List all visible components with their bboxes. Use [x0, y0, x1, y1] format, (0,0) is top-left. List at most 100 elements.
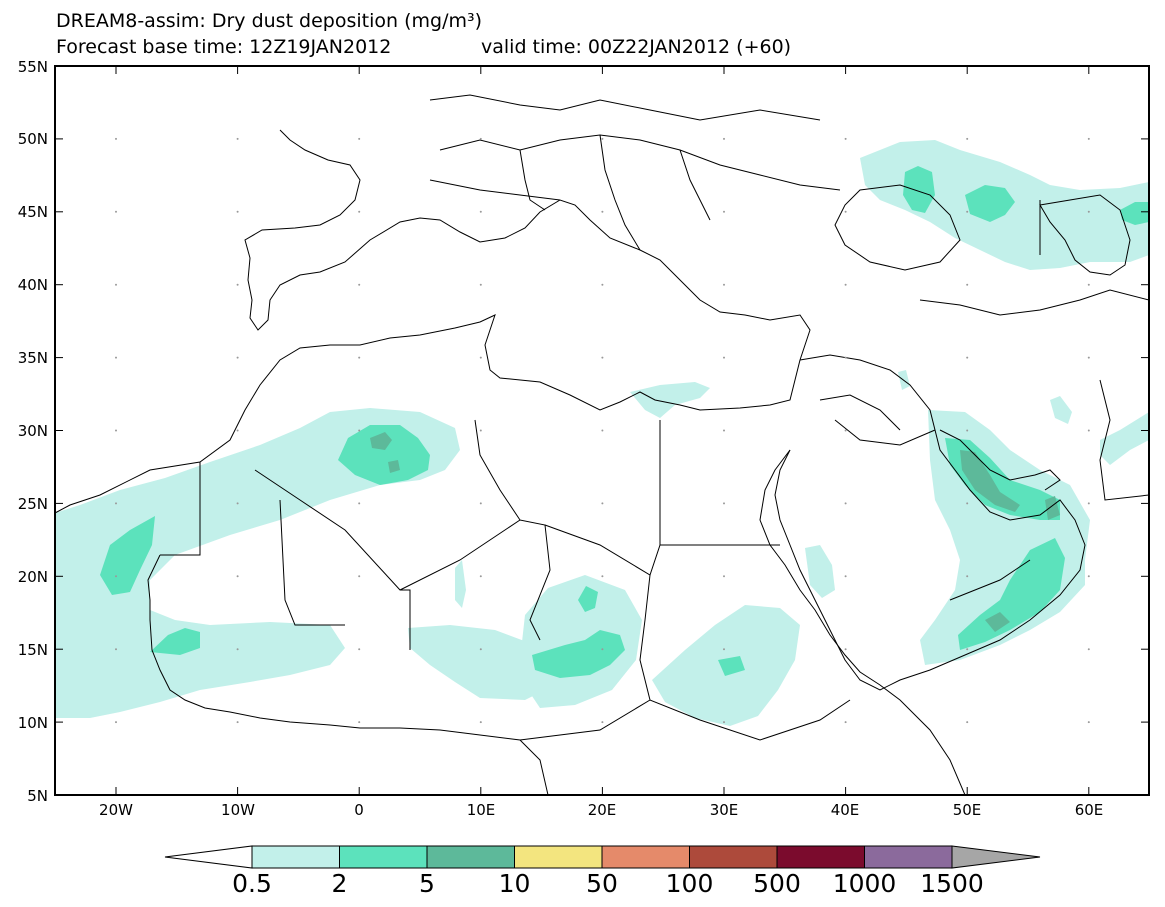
lat-label: 55N: [18, 58, 48, 76]
grid-dot: [358, 721, 361, 724]
grid-dot: [844, 721, 847, 724]
grid-dot: [479, 429, 482, 432]
grid-dot: [236, 721, 239, 724]
grid-dot: [358, 356, 361, 359]
grid-dot: [723, 137, 725, 140]
map-title: DREAM8-assim: Dry dust deposition (mg/m³…: [56, 10, 483, 32]
lon-label: 30E: [710, 801, 739, 819]
lat-label: 10N: [18, 714, 48, 732]
grid-dot: [601, 502, 604, 505]
deposition-level-5: [370, 432, 1060, 632]
colorbar-label: 10: [499, 869, 531, 898]
lat-label: 35N: [18, 349, 48, 367]
colorbar-label: 0.5: [232, 869, 272, 898]
grid-dot: [723, 356, 725, 359]
grid-dot: [844, 648, 847, 651]
colorbar-swatch: [251, 845, 340, 869]
grid-dot: [966, 356, 969, 359]
grid-dot: [723, 575, 725, 578]
grid-dot: [1087, 283, 1090, 286]
colorbar-swatch: [426, 845, 515, 869]
grid-dot: [844, 575, 847, 578]
grid-dot: [723, 721, 725, 724]
grid-dot: [358, 648, 361, 651]
grid-dot: [236, 575, 239, 578]
grid-dot: [601, 721, 604, 724]
colorbar-label: 1500: [920, 869, 984, 898]
grid-dot: [115, 283, 117, 286]
colorbar-label: 1000: [833, 869, 897, 898]
grid-dot: [844, 429, 847, 432]
grid-dot: [1087, 429, 1090, 432]
grid-dot: [358, 137, 361, 140]
lon-label: 20E: [588, 801, 617, 819]
grid-dot: [358, 502, 361, 505]
dust-deposition-fills: [55, 140, 1149, 726]
lon-label: 10W: [221, 801, 255, 819]
grid-dot: [966, 502, 969, 505]
grid-dot: [236, 648, 239, 651]
colorbar-label: 500: [753, 869, 801, 898]
lon-label: 60E: [1075, 801, 1104, 819]
grid-dot: [236, 210, 239, 213]
grid-dot: [601, 648, 604, 651]
base-time: Forecast base time: 12Z19JAN2012: [56, 36, 392, 58]
colorbar-label: 2: [332, 869, 348, 898]
colorbar-swatch: [339, 845, 428, 869]
lat-label: 40N: [18, 276, 48, 294]
grid-dot: [115, 648, 117, 651]
grid-dot: [1087, 721, 1090, 724]
grid-dot: [844, 356, 847, 359]
grid-dot: [115, 575, 117, 578]
grid-dot: [236, 429, 239, 432]
grid-dot: [115, 502, 117, 505]
grid-dot: [966, 283, 969, 286]
grid-dot: [1087, 502, 1090, 505]
grid-dot: [236, 502, 239, 505]
grid-dot: [844, 502, 847, 505]
grid-dot: [1087, 356, 1090, 359]
colorbar: 0.5 2 5 10 50 100 500 1000 1500: [164, 845, 1041, 898]
grid-dot: [723, 210, 725, 213]
colorbar-swatch: [601, 845, 690, 869]
lon-label: 50E: [953, 801, 982, 819]
colorbar-label: 5: [419, 869, 435, 898]
lon-label: 10E: [467, 801, 496, 819]
grid-dot: [966, 137, 969, 140]
grid-dot: [358, 283, 361, 286]
lon-label: 40E: [831, 801, 860, 819]
lon-label: 20W: [99, 801, 133, 819]
grid-dot: [1087, 575, 1090, 578]
colorbar-swatch: [864, 845, 953, 869]
longitude-labels: 20W 10W 0 10E 20E 30E 40E 50E 60E: [99, 801, 1103, 819]
grid-dot: [966, 210, 969, 213]
colorbar-swatch: [776, 845, 865, 869]
grid-dot: [479, 283, 482, 286]
colorbar-label: 100: [666, 869, 714, 898]
coastlines-and-borders: [55, 94, 1149, 795]
grid-dot: [966, 648, 969, 651]
grid-dot: [601, 283, 604, 286]
grid-dot: [479, 137, 482, 140]
grid-dot: [1087, 210, 1090, 213]
grid-dot: [601, 356, 604, 359]
grid-dot: [723, 283, 725, 286]
grid-dot: [966, 575, 969, 578]
grid-dot: [236, 283, 239, 286]
grid-dot: [844, 283, 847, 286]
grid-dot: [479, 502, 482, 505]
grid-dot: [115, 356, 117, 359]
grid-dot: [358, 429, 361, 432]
grid-dot: [723, 648, 725, 651]
grid-dot: [723, 429, 725, 432]
grid-dot: [966, 429, 969, 432]
grid-dot: [966, 721, 969, 724]
lon-label: 0: [354, 801, 364, 819]
lat-label: 5N: [27, 787, 48, 805]
lat-label: 30N: [18, 422, 48, 440]
grid-dot: [358, 210, 361, 213]
grid-dot: [844, 137, 847, 140]
grid-dot: [115, 429, 117, 432]
lat-label: 15N: [18, 641, 48, 659]
